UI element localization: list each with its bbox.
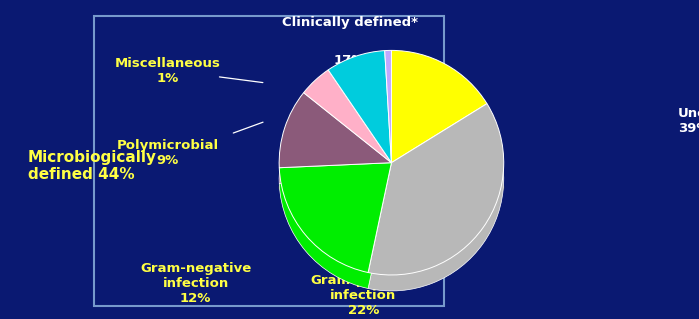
Wedge shape [280, 179, 391, 288]
Wedge shape [391, 66, 487, 179]
Wedge shape [303, 70, 391, 163]
Text: Miscellaneous
1%: Miscellaneous 1% [115, 57, 221, 85]
Wedge shape [280, 163, 391, 272]
Bar [94, 16, 444, 306]
Text: Gram-positive
infection
22%: Gram-positive infection 22% [310, 274, 417, 317]
Wedge shape [384, 50, 391, 163]
Wedge shape [368, 120, 504, 291]
Wedge shape [368, 104, 504, 275]
Wedge shape [391, 50, 487, 163]
Wedge shape [279, 93, 391, 168]
Text: Unexplained
39%: Unexplained 39% [678, 107, 699, 135]
Text: 17%: 17% [334, 54, 365, 67]
Ellipse shape [279, 168, 504, 207]
Wedge shape [329, 67, 391, 179]
Text: Gram-negative
infection
12%: Gram-negative infection 12% [140, 262, 252, 305]
Wedge shape [279, 109, 391, 184]
Text: Clinically defined*: Clinically defined* [282, 16, 417, 29]
Wedge shape [329, 51, 391, 163]
Text: Polymicrobial
9%: Polymicrobial 9% [117, 139, 219, 167]
Wedge shape [384, 66, 391, 179]
Wedge shape [303, 86, 391, 179]
Text: Microbiogically
defined 44%: Microbiogically defined 44% [28, 150, 157, 182]
